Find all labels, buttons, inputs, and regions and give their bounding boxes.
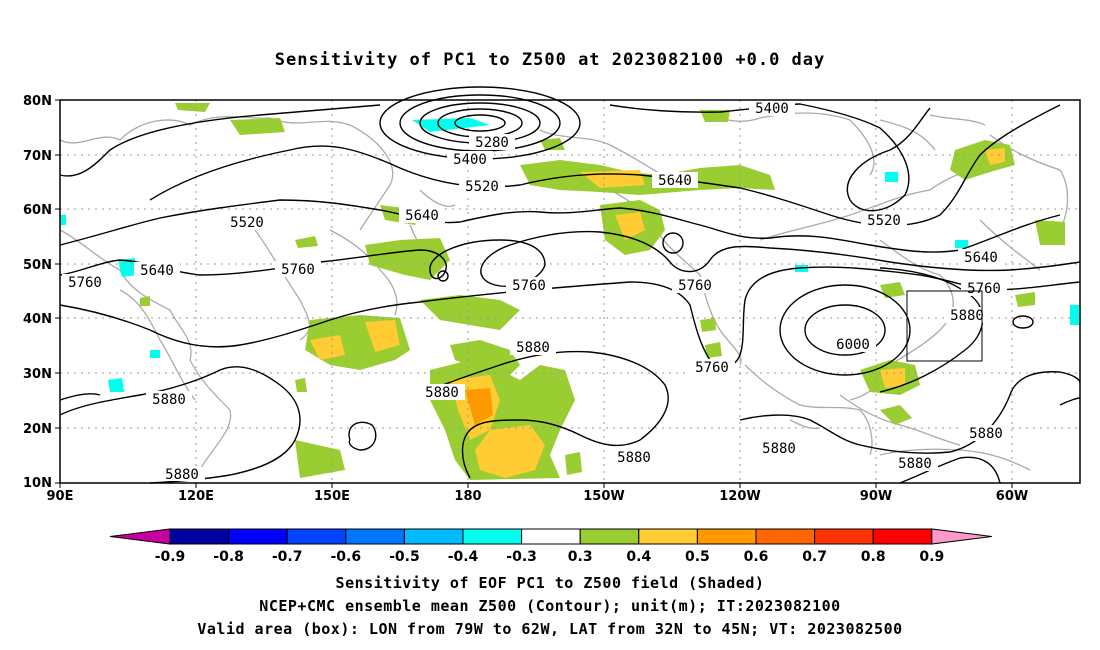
- contour-label: 5760: [281, 262, 315, 278]
- lon-label: 150W: [583, 489, 624, 504]
- colorbar-label: -0.8: [213, 549, 244, 565]
- lat-label: 60N: [23, 203, 52, 218]
- colorbar-swatch: [872, 528, 933, 545]
- colorbar-label: 0.9: [919, 549, 944, 565]
- lat-label: 30N: [23, 367, 52, 382]
- colorbar-label: 0.8: [861, 549, 886, 565]
- colorbar-swatch: [638, 528, 698, 545]
- lat-label: 10N: [23, 476, 52, 491]
- colorbar-swatch: [755, 528, 816, 545]
- colorbar-label: -0.6: [330, 549, 361, 565]
- contour-label: 5520: [867, 213, 901, 229]
- contour-label: 5640: [140, 263, 174, 279]
- contour-label: 5880: [898, 456, 932, 472]
- colorbar-swatch: [696, 528, 757, 545]
- contour-label: 5880: [425, 385, 459, 401]
- map-frame: [59, 99, 1081, 484]
- colorbar-over-triangle: [931, 528, 992, 545]
- colorbar-label: -0.3: [506, 549, 537, 565]
- contour-label: 5880: [617, 450, 651, 466]
- colorbar-label: -0.7: [272, 549, 303, 565]
- sensitivity-shading: [60, 103, 1080, 480]
- coastlines: [59, 109, 1069, 471]
- valid-area-box: [906, 290, 983, 362]
- contour-label: 5880: [950, 308, 984, 324]
- lat-label: 50N: [23, 258, 52, 273]
- contour-label: 5760: [695, 360, 729, 376]
- colorbar-label: 0.5: [685, 549, 710, 565]
- contour-label: 5880: [165, 467, 199, 483]
- contour-labels: 5280 5400 5400 5520 5520 5520 5640 5640 …: [62, 100, 1009, 483]
- colorbar-swatch: [345, 528, 405, 545]
- contour-label: 5760: [512, 278, 546, 294]
- colorbar-swatch: [403, 528, 464, 545]
- footer-line-2: NCEP+CMC ensemble mean Z500 (Contour); u…: [259, 597, 841, 615]
- footer-line-3: Valid area (box): LON from 79W to 62W, L…: [197, 620, 903, 638]
- colorbar-label: -0.9: [155, 549, 186, 565]
- contour-label: 5400: [453, 152, 487, 168]
- contour-label: 5400: [755, 101, 789, 117]
- colorbar-label: 0.4: [626, 549, 651, 565]
- colorbar-label: -0.4: [448, 549, 479, 565]
- lon-label: 120E: [178, 489, 214, 504]
- colorbar-label: 0.3: [568, 549, 593, 565]
- contour-label: 5880: [516, 340, 550, 356]
- graticule: [60, 100, 1080, 483]
- contour-label: 5880: [152, 392, 186, 408]
- contour-label: 6000: [836, 337, 870, 353]
- colorbar-swatch: [228, 528, 288, 545]
- contour-label: 5640: [658, 173, 692, 189]
- colorbar-label: -0.5: [389, 549, 420, 565]
- colorbar-swatch: [286, 528, 347, 545]
- lat-label: 70N: [23, 149, 52, 164]
- tick-marks: [55, 99, 1013, 488]
- latitude-labels: 80N 70N 60N 50N 40N 30N 20N 10N: [23, 94, 52, 491]
- lon-label: 90W: [860, 489, 892, 504]
- contour-label: 5880: [969, 426, 1003, 442]
- colorbar-swatch: [579, 528, 640, 545]
- lat-label: 20N: [23, 422, 52, 437]
- lon-label: 180: [454, 489, 481, 504]
- footer-line-1: Sensitivity of EOF PC1 to Z500 field (Sh…: [335, 574, 765, 592]
- lon-label: 150E: [314, 489, 350, 504]
- colorbar-swatch: [521, 528, 581, 545]
- contour-label: 5520: [465, 179, 499, 195]
- map-title: Sensitivity of PC1 to Z500 at 2023082100…: [274, 50, 826, 70]
- contour-label: 5880: [762, 441, 796, 457]
- lat-label: 40N: [23, 312, 52, 327]
- contour-label: 5640: [405, 208, 439, 224]
- lon-label: 120W: [719, 489, 760, 504]
- lon-label: 90E: [47, 489, 74, 504]
- colorbar-label: 0.7: [802, 549, 827, 565]
- contour-label: 5280: [475, 135, 509, 151]
- contour-label: 5760: [967, 281, 1001, 297]
- contour-label: 5760: [68, 275, 102, 291]
- longitude-labels: 90E 120E 150E 180 150W 120W 90W 60W: [47, 489, 1029, 504]
- contour-label: 5760: [678, 278, 712, 294]
- contour-label: 5520: [230, 215, 264, 231]
- lat-label: 80N: [23, 94, 52, 109]
- colorbar-label: 0.6: [744, 549, 769, 565]
- colorbar-under-triangle: [109, 528, 171, 545]
- colorbar-swatch: [814, 528, 874, 545]
- colorbar-swatch: [462, 528, 523, 545]
- lon-label: 60W: [996, 489, 1028, 504]
- colorbar: -0.9 -0.8 -0.7 -0.6 -0.5 -0.4 -0.3 0.3 0.4 0.5 0.6…: [109, 528, 992, 565]
- contour-label: 5640: [964, 250, 998, 266]
- colorbar-swatch: [169, 528, 230, 545]
